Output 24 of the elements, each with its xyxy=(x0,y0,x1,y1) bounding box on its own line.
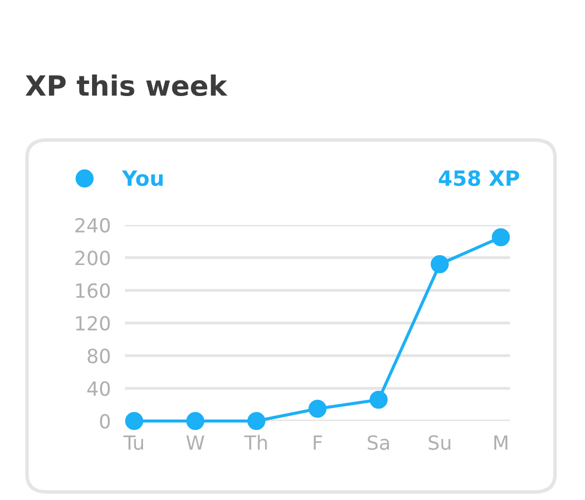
y-tick-label: 160 xyxy=(76,283,110,298)
y-tick-label: 40 xyxy=(87,381,110,396)
x-tick-label: Tu xyxy=(123,435,144,450)
point xyxy=(247,412,266,430)
text: 458 XP xyxy=(438,170,520,186)
y-tick-label: 0 xyxy=(100,414,110,429)
point xyxy=(430,255,449,274)
y-tick-label: 80 xyxy=(88,348,110,364)
point xyxy=(370,390,388,409)
y-tick-label: 240 xyxy=(75,218,110,233)
x-tick-label: Th xyxy=(244,434,267,450)
x-tick-label: W xyxy=(186,435,204,450)
x-tick-label: M xyxy=(494,435,508,450)
y-tick-label: 200 xyxy=(75,250,110,266)
x-tick-label: F xyxy=(314,435,322,450)
point xyxy=(125,412,144,430)
x-tick-label: Su xyxy=(428,435,450,450)
legend-label: You xyxy=(122,170,163,186)
x-tick-label: Sa xyxy=(368,435,389,450)
point xyxy=(492,228,510,246)
y-tick-label: 120 xyxy=(76,316,110,331)
point xyxy=(308,400,327,418)
chart-title: XP this week xyxy=(26,74,228,96)
point xyxy=(186,412,204,430)
